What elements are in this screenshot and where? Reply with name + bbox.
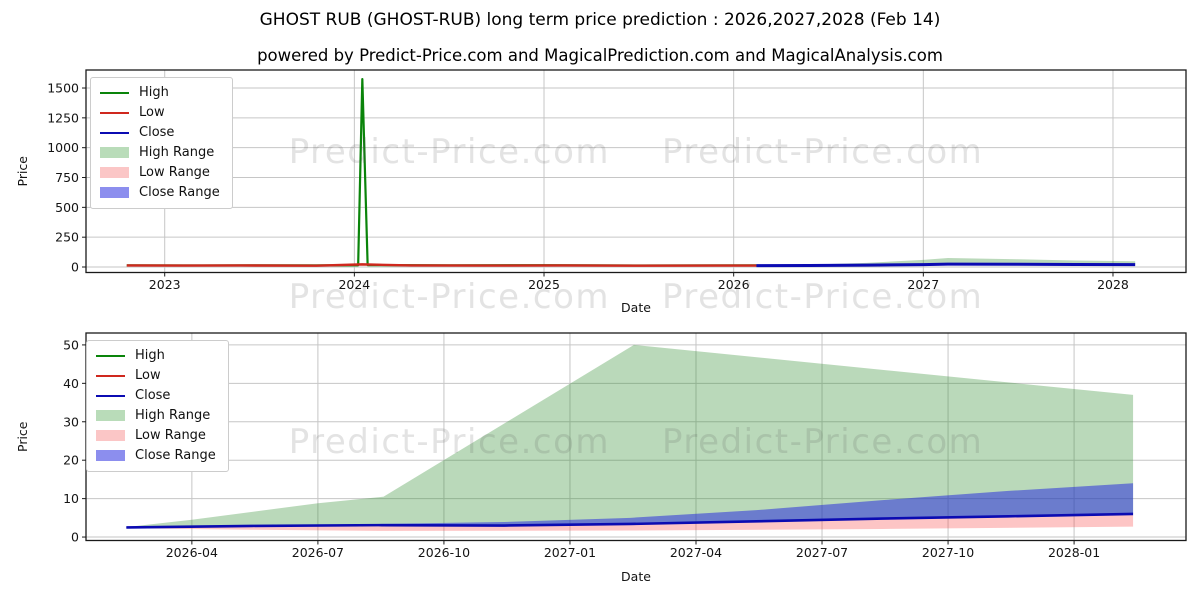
x-tick-label: 2027-10 [922, 545, 974, 560]
y-tick-label: 1250 [47, 110, 79, 125]
legend-swatch-high [100, 91, 129, 94]
legend-swatch-close [100, 131, 129, 134]
legend-swatch-close-range [96, 450, 125, 462]
y-axis-label: Price [15, 421, 30, 452]
legend-label: Low Range [135, 428, 206, 444]
legend-label: Close Range [135, 448, 216, 464]
legend-item: High [100, 85, 220, 101]
legend-item: High Range [100, 145, 220, 161]
y-axis-label: Price [15, 156, 30, 187]
legend-label: High Range [135, 408, 211, 424]
legend-swatch-low-range [96, 430, 125, 442]
legend-item: Close Range [100, 185, 220, 201]
y-tick-label: 20 [63, 453, 79, 468]
band-close-range [126, 483, 1134, 528]
legend-swatch-high-range [96, 410, 125, 422]
plot-border [85, 69, 1187, 274]
x-tick-label: 2024 [338, 277, 370, 292]
chart-long-term-history-and-prediction: 2023 2024 2025 2026 2027 2028 0 250 500 750 1000 12… [15, 69, 1187, 315]
x-tick-label: 2027 [907, 277, 939, 292]
x-tick-label: 2026 [718, 277, 750, 292]
series-close-line [756, 262, 1136, 268]
series-low-line [126, 263, 757, 267]
x-tick-label: 2027-04 [670, 545, 722, 560]
legend-swatch-high-range [100, 147, 129, 159]
x-tick-label: 2026-10 [418, 545, 470, 560]
x-tick-label: 2028 [1097, 277, 1129, 292]
legend-item: Low [96, 368, 216, 384]
legend-item: High Range [96, 408, 216, 424]
legend-item: Low Range [100, 165, 220, 181]
legend-item: Close [100, 125, 220, 141]
y-tick-label: 1500 [47, 81, 79, 96]
x-axis-label: Date [621, 300, 651, 315]
y-tick-label: 250 [55, 230, 79, 245]
legend-item: Close [96, 388, 216, 404]
legend-label: High Range [139, 145, 215, 161]
y-tick-label: 1000 [47, 140, 79, 155]
legend-swatch-low [96, 374, 125, 377]
y-tick-label: 40 [63, 376, 79, 391]
chart-prediction-detail: 2026-04 2026-07 2026-10 2027-01 2027-04 2027-… [15, 332, 1187, 584]
legend-swatch-low-range [100, 167, 129, 179]
legend-swatch-close-range [100, 187, 129, 199]
chart-title: GHOST RUB (GHOST-RUB) long term price pr… [259, 10, 941, 30]
y-tick-label: 10 [63, 491, 79, 506]
legend-item: Low Range [96, 428, 216, 444]
legend-label: Close Range [139, 185, 220, 201]
x-tick-label: 2027-01 [544, 545, 596, 560]
y-tick-label: 50 [63, 337, 79, 352]
legend-item: Low [100, 105, 220, 121]
x-tick-label: 2025 [528, 277, 560, 292]
series-close-line [126, 512, 1134, 529]
x-tick-label: 2023 [149, 277, 181, 292]
x-tick-label: 2026-04 [166, 545, 218, 560]
y-tick-label: 750 [55, 170, 79, 185]
legend-label: High [139, 85, 169, 101]
legend: High Low Close High Range Low Range Close Ran… [90, 77, 233, 209]
legend-label: Low [139, 105, 165, 121]
legend-swatch-close [96, 394, 125, 397]
y-tick-label: 30 [63, 414, 79, 429]
legend-swatch-low [100, 111, 129, 114]
legend-swatch-high [96, 354, 125, 357]
x-tick-label: 2028-01 [1048, 545, 1100, 560]
x-tick-label: 2027-07 [796, 545, 848, 560]
legend-label: Low [135, 368, 161, 384]
legend-item: Close Range [96, 448, 216, 464]
x-tick-label: 2026-07 [292, 545, 344, 560]
legend-item: High [96, 348, 216, 364]
y-tick-label: 0 [71, 530, 79, 545]
legend: High Low Close High Range Low Range Close Ran… [86, 340, 229, 472]
band-low-range [126, 513, 1134, 531]
band-high-range [126, 344, 1134, 528]
legend-label: Close [135, 388, 171, 404]
y-tick-label: 500 [55, 200, 79, 215]
legend-label: Low Range [139, 165, 210, 181]
chart-subtitle: powered by Predict-Price.com and Magical… [257, 46, 943, 65]
legend-label: High [135, 348, 165, 364]
x-axis-label: Date [621, 569, 651, 584]
legend-label: Close [139, 125, 175, 141]
y-tick-label: 0 [71, 260, 79, 275]
